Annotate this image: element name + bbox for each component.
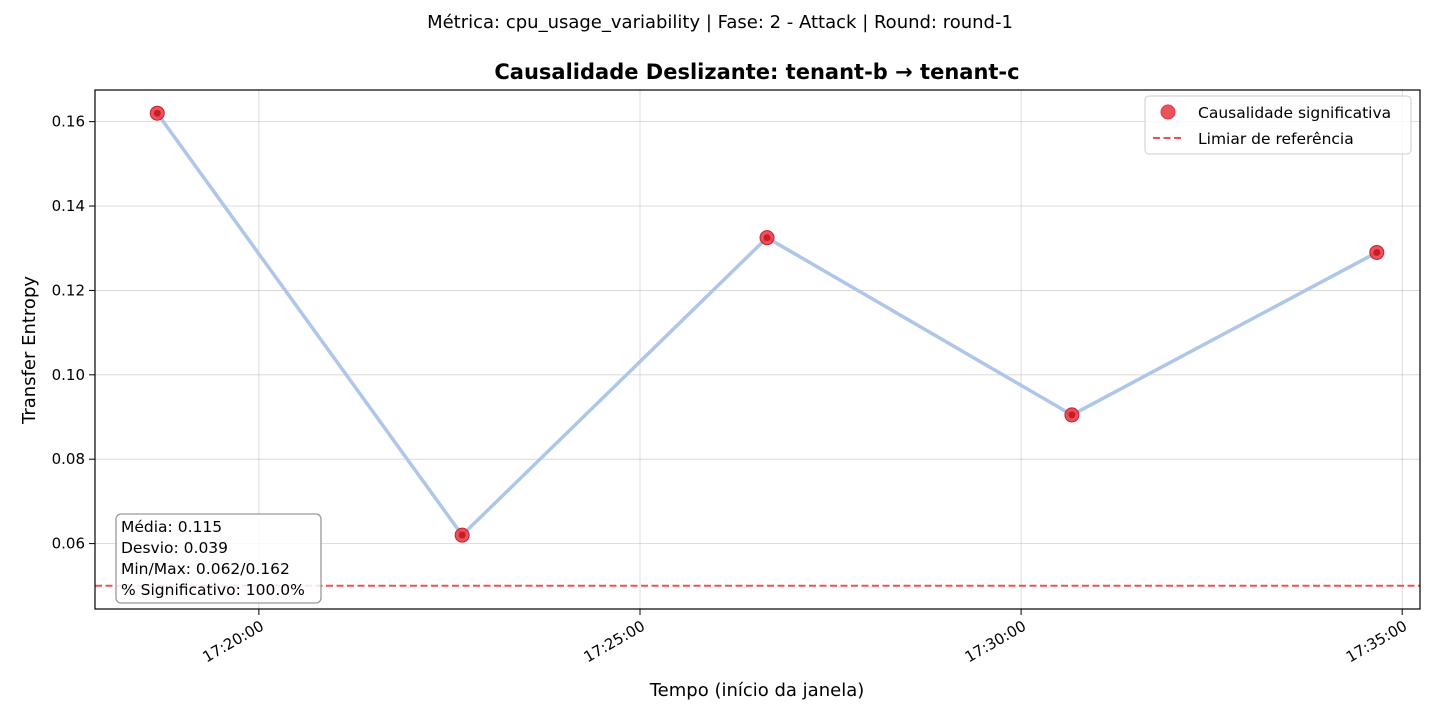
y-axis-ticks: 0.06 0.08 0.10 0.12 0.14 0.16 <box>52 113 95 553</box>
data-point-core-2 <box>763 234 771 242</box>
stats-significant-pct: % Significativo: 100.0% <box>121 581 305 599</box>
series-line-path <box>155 112 1378 537</box>
x-tick-label-1: 17:25:00 <box>581 617 648 666</box>
figure-suptitle: Métrica: cpu_usage_variability | Fase: 2… <box>427 12 1013 33</box>
stats-mean: Média: 0.115 <box>121 518 222 536</box>
plot-frame <box>94 89 1421 610</box>
y-tick-label-1: 0.08 <box>52 450 85 468</box>
y-tick-label-3: 0.12 <box>52 281 85 299</box>
y-tick-label-2: 0.10 <box>52 366 85 384</box>
y-axis-label: Transfer Entropy <box>19 276 40 425</box>
series-line <box>155 112 1378 537</box>
grid-lines <box>95 90 1420 609</box>
chart-title: Causalidade Deslizante: tenant-b → tenan… <box>494 60 1019 84</box>
legend-label-significant: Causalidade significativa <box>1198 104 1391 122</box>
data-point-core-3 <box>1068 411 1076 419</box>
y-tick-label-0: 0.06 <box>52 535 85 553</box>
x-axis-ticks: 17:20:00 17:25:00 17:30:00 17:35:00 <box>200 609 1410 666</box>
x-axis-label: Tempo (início da janela) <box>649 680 865 701</box>
x-tick-label-3: 17:35:00 <box>1343 617 1410 666</box>
stats-box: Média: 0.115 Desvio: 0.039 Min/Max: 0.06… <box>115 513 322 604</box>
data-point-core-0 <box>153 109 161 117</box>
data-point-core-4 <box>1373 248 1381 256</box>
data-points <box>149 105 1385 543</box>
legend-label-threshold: Limiar de referência <box>1198 130 1354 148</box>
legend-marker-significant <box>1160 104 1176 120</box>
stats-stddev: Desvio: 0.039 <box>121 539 228 557</box>
legend: Causalidade significativa Limiar de refe… <box>1144 95 1412 155</box>
y-tick-label-4: 0.14 <box>52 197 85 215</box>
data-point-core-1 <box>458 531 466 539</box>
x-tick-label-2: 17:30:00 <box>962 617 1029 666</box>
stats-minmax: Min/Max: 0.062/0.162 <box>121 560 290 578</box>
y-tick-label-5: 0.16 <box>52 113 85 131</box>
stats-box-frame <box>115 513 322 604</box>
x-tick-label-0: 17:20:00 <box>200 617 267 666</box>
legend-box <box>1144 95 1412 155</box>
